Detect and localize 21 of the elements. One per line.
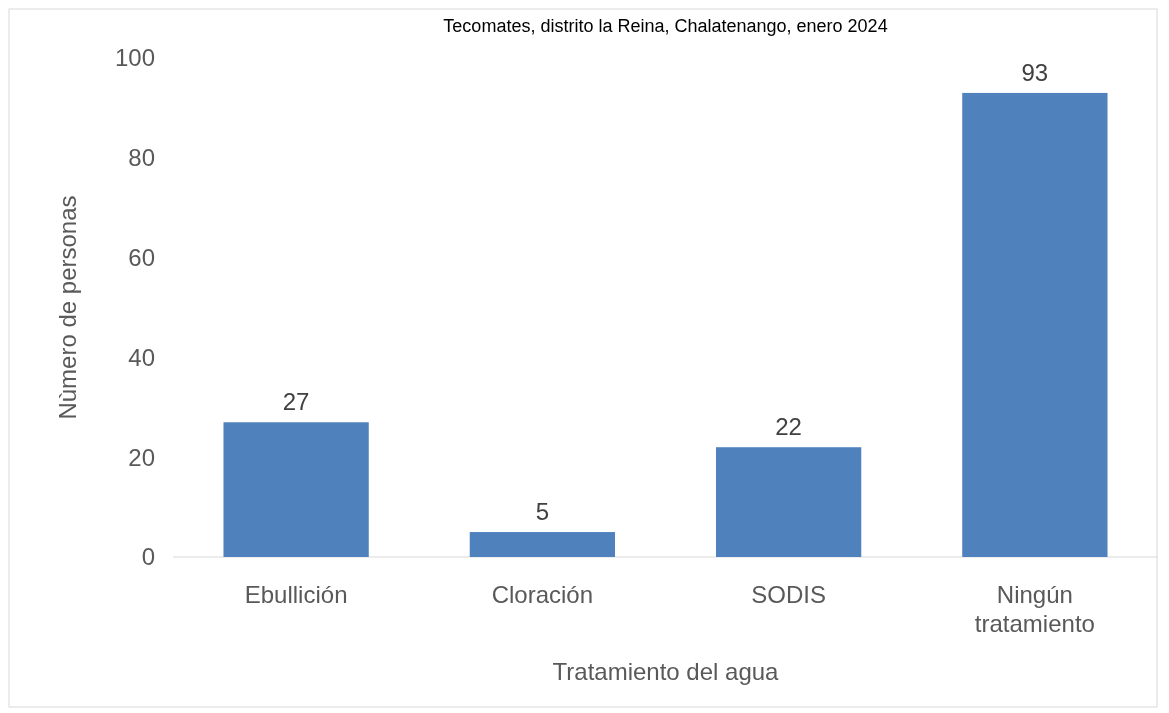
data-label: 93 <box>1021 58 1049 86</box>
x-axis-title: Tratamiento del agua <box>552 658 780 685</box>
x-tick-label: Ningún tratamiento <box>974 581 1095 637</box>
y-tick-label: 60 <box>128 244 155 271</box>
y-tick-label: 100 <box>114 44 155 72</box>
data-label: 27 <box>282 388 310 416</box>
y-tick-label: 80 <box>128 144 155 172</box>
data-label: 22 <box>775 413 802 441</box>
y-axis-title: Nùmero de personas <box>54 195 81 420</box>
x-tick-label: Ebullición <box>244 581 348 608</box>
bar <box>469 532 616 557</box>
x-tick-label: Cloración <box>491 581 594 608</box>
data-label: 5 <box>535 498 550 526</box>
y-tick-label: 40 <box>128 343 155 371</box>
chart-title: Tecomates, distrito la Reina, Chalatenango, enero 2024 <box>443 16 888 36</box>
x-tick-label: SODIS <box>751 581 826 608</box>
y-tick-label: 20 <box>128 443 155 471</box>
bar <box>223 422 369 557</box>
y-tick-label: 0 <box>141 543 155 571</box>
bar <box>962 92 1108 557</box>
bar <box>715 447 862 557</box>
